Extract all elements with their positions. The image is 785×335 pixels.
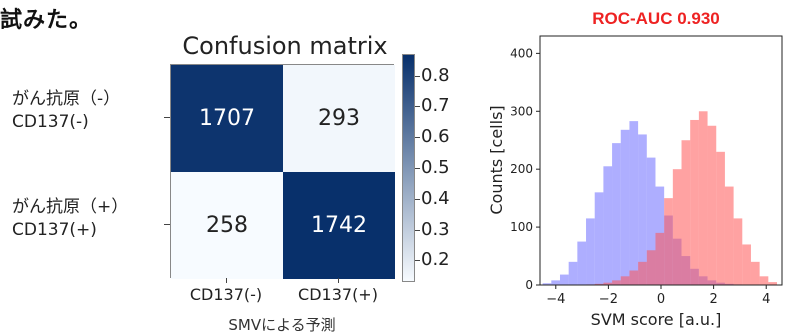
y-tick-label: 400 bbox=[510, 46, 533, 60]
histogram-bar-series-1 bbox=[629, 121, 639, 285]
y-tick-label: 0 bbox=[525, 278, 533, 292]
y-tick-label: 100 bbox=[510, 220, 533, 234]
histogram-bar-series-1 bbox=[612, 143, 621, 285]
colorbar-tick-label: 0.3 bbox=[421, 218, 450, 240]
colorbar-tickmark bbox=[415, 106, 420, 108]
colorbar-tickmark bbox=[415, 75, 420, 77]
histogram-bar-series-2 bbox=[664, 198, 673, 285]
cell-true-pos-pred-neg: 258 bbox=[171, 172, 283, 279]
colorbar-tickmark bbox=[415, 168, 420, 169]
histogram-bar-series-2 bbox=[707, 125, 717, 285]
y-tick-label: 200 bbox=[510, 162, 533, 176]
cell-true-pos-pred-pos: 1742 bbox=[283, 172, 395, 279]
histogram-bar-series-1 bbox=[559, 274, 569, 285]
histogram-bar-series-1 bbox=[646, 157, 656, 285]
histogram-bar-series-1 bbox=[594, 192, 604, 285]
histogram-bar-series-2 bbox=[690, 119, 699, 285]
col-label-positive: CD137(+) bbox=[298, 285, 378, 304]
histogram-bar-series-2 bbox=[681, 140, 691, 285]
histogram-bar-series-1 bbox=[568, 261, 578, 285]
cell-true-neg-pred-pos: 293 bbox=[283, 65, 395, 172]
colorbar-tick-label: 0.6 bbox=[421, 126, 450, 148]
histogram-bar-series-2 bbox=[759, 276, 769, 285]
histogram-bar-series-1 bbox=[620, 129, 630, 285]
confusion-matrix-xlabel: SMVによる予測 bbox=[228, 316, 336, 334]
colorbar-tick-label: 0.8 bbox=[421, 64, 450, 86]
y-tickmark bbox=[164, 224, 170, 225]
histogram-bar-series-2 bbox=[698, 111, 708, 285]
histogram-bar-series-2 bbox=[768, 282, 778, 285]
histogram-bar-series-2 bbox=[742, 244, 751, 285]
histogram-bar-series-2 bbox=[638, 261, 647, 285]
colorbar-tick-label: 0.5 bbox=[421, 157, 450, 178]
x-tick-label: 4 bbox=[762, 292, 770, 307]
caption-text: 試みた。 bbox=[0, 8, 93, 33]
histogram-bar-series-1 bbox=[577, 241, 587, 285]
x-tick-label: 2 bbox=[709, 292, 717, 307]
histogram-bar-series-2 bbox=[646, 250, 656, 285]
histogram-bar-series-1 bbox=[551, 280, 560, 285]
colorbar-tickmark bbox=[415, 260, 420, 262]
histogram-bar-series-2 bbox=[716, 151, 725, 285]
y-tickmark bbox=[164, 117, 170, 118]
colorbar-tick-label: 0.2 bbox=[421, 249, 450, 271]
confusion-matrix-title: Confusion matrix bbox=[182, 32, 388, 60]
cell-true-neg-pred-neg: 1707 bbox=[171, 65, 283, 172]
colorbar bbox=[402, 54, 415, 282]
histogram-bar-series-1 bbox=[638, 134, 647, 285]
histogram-bar-series-2 bbox=[603, 282, 613, 285]
histogram-ylabel: Counts [cells] bbox=[487, 105, 506, 214]
svm-score-histogram: ROC-AUC 0.930 −4 −2 0 2 4 0 100 200 300 400 SVM s… bbox=[487, 9, 783, 329]
x-tick-label: −2 bbox=[599, 292, 618, 307]
colorbar-tickmark bbox=[415, 198, 420, 200]
colorbar-tick-label: 0.4 bbox=[421, 187, 450, 209]
histogram-bar-series-2 bbox=[612, 280, 621, 285]
colorbar-tick-label: 0.7 bbox=[421, 95, 450, 117]
colorbar-tickmark bbox=[415, 137, 420, 139]
x-tickmark bbox=[338, 278, 339, 283]
histogram-bar-series-2 bbox=[629, 270, 639, 285]
x-tick-label: −4 bbox=[546, 292, 565, 307]
confusion-matrix-grid: 1707 293 258 1742 bbox=[170, 64, 395, 279]
histogram-bar-series-2 bbox=[724, 186, 734, 285]
histogram-xlabel: SVM score [a.u.] bbox=[591, 310, 722, 329]
y-tick-label: 300 bbox=[510, 104, 533, 118]
col-label-negative: CD137(-) bbox=[189, 285, 263, 304]
histogram-bar-series-1 bbox=[542, 283, 552, 285]
x-tick-label: 0 bbox=[657, 292, 665, 307]
row-label-positive: がん抗原（+） CD137(+) bbox=[12, 197, 129, 240]
histogram-bar-series-2 bbox=[672, 169, 682, 285]
histogram-bar-series-1 bbox=[603, 166, 613, 285]
histogram-bar-series-2 bbox=[620, 276, 630, 285]
histogram-bar-series-2 bbox=[594, 283, 604, 285]
histogram-bar-series-1 bbox=[586, 218, 595, 285]
histogram-bar-series-2 bbox=[733, 218, 743, 285]
row-label-negative: がん抗原（-） CD137(-) bbox=[12, 89, 121, 132]
colorbar-tickmark bbox=[415, 229, 420, 231]
histogram-title: ROC-AUC 0.930 bbox=[592, 9, 720, 28]
histogram-bar-series-2 bbox=[655, 232, 665, 285]
x-tickmark bbox=[226, 278, 227, 283]
histogram-bar-series-2 bbox=[750, 261, 760, 285]
